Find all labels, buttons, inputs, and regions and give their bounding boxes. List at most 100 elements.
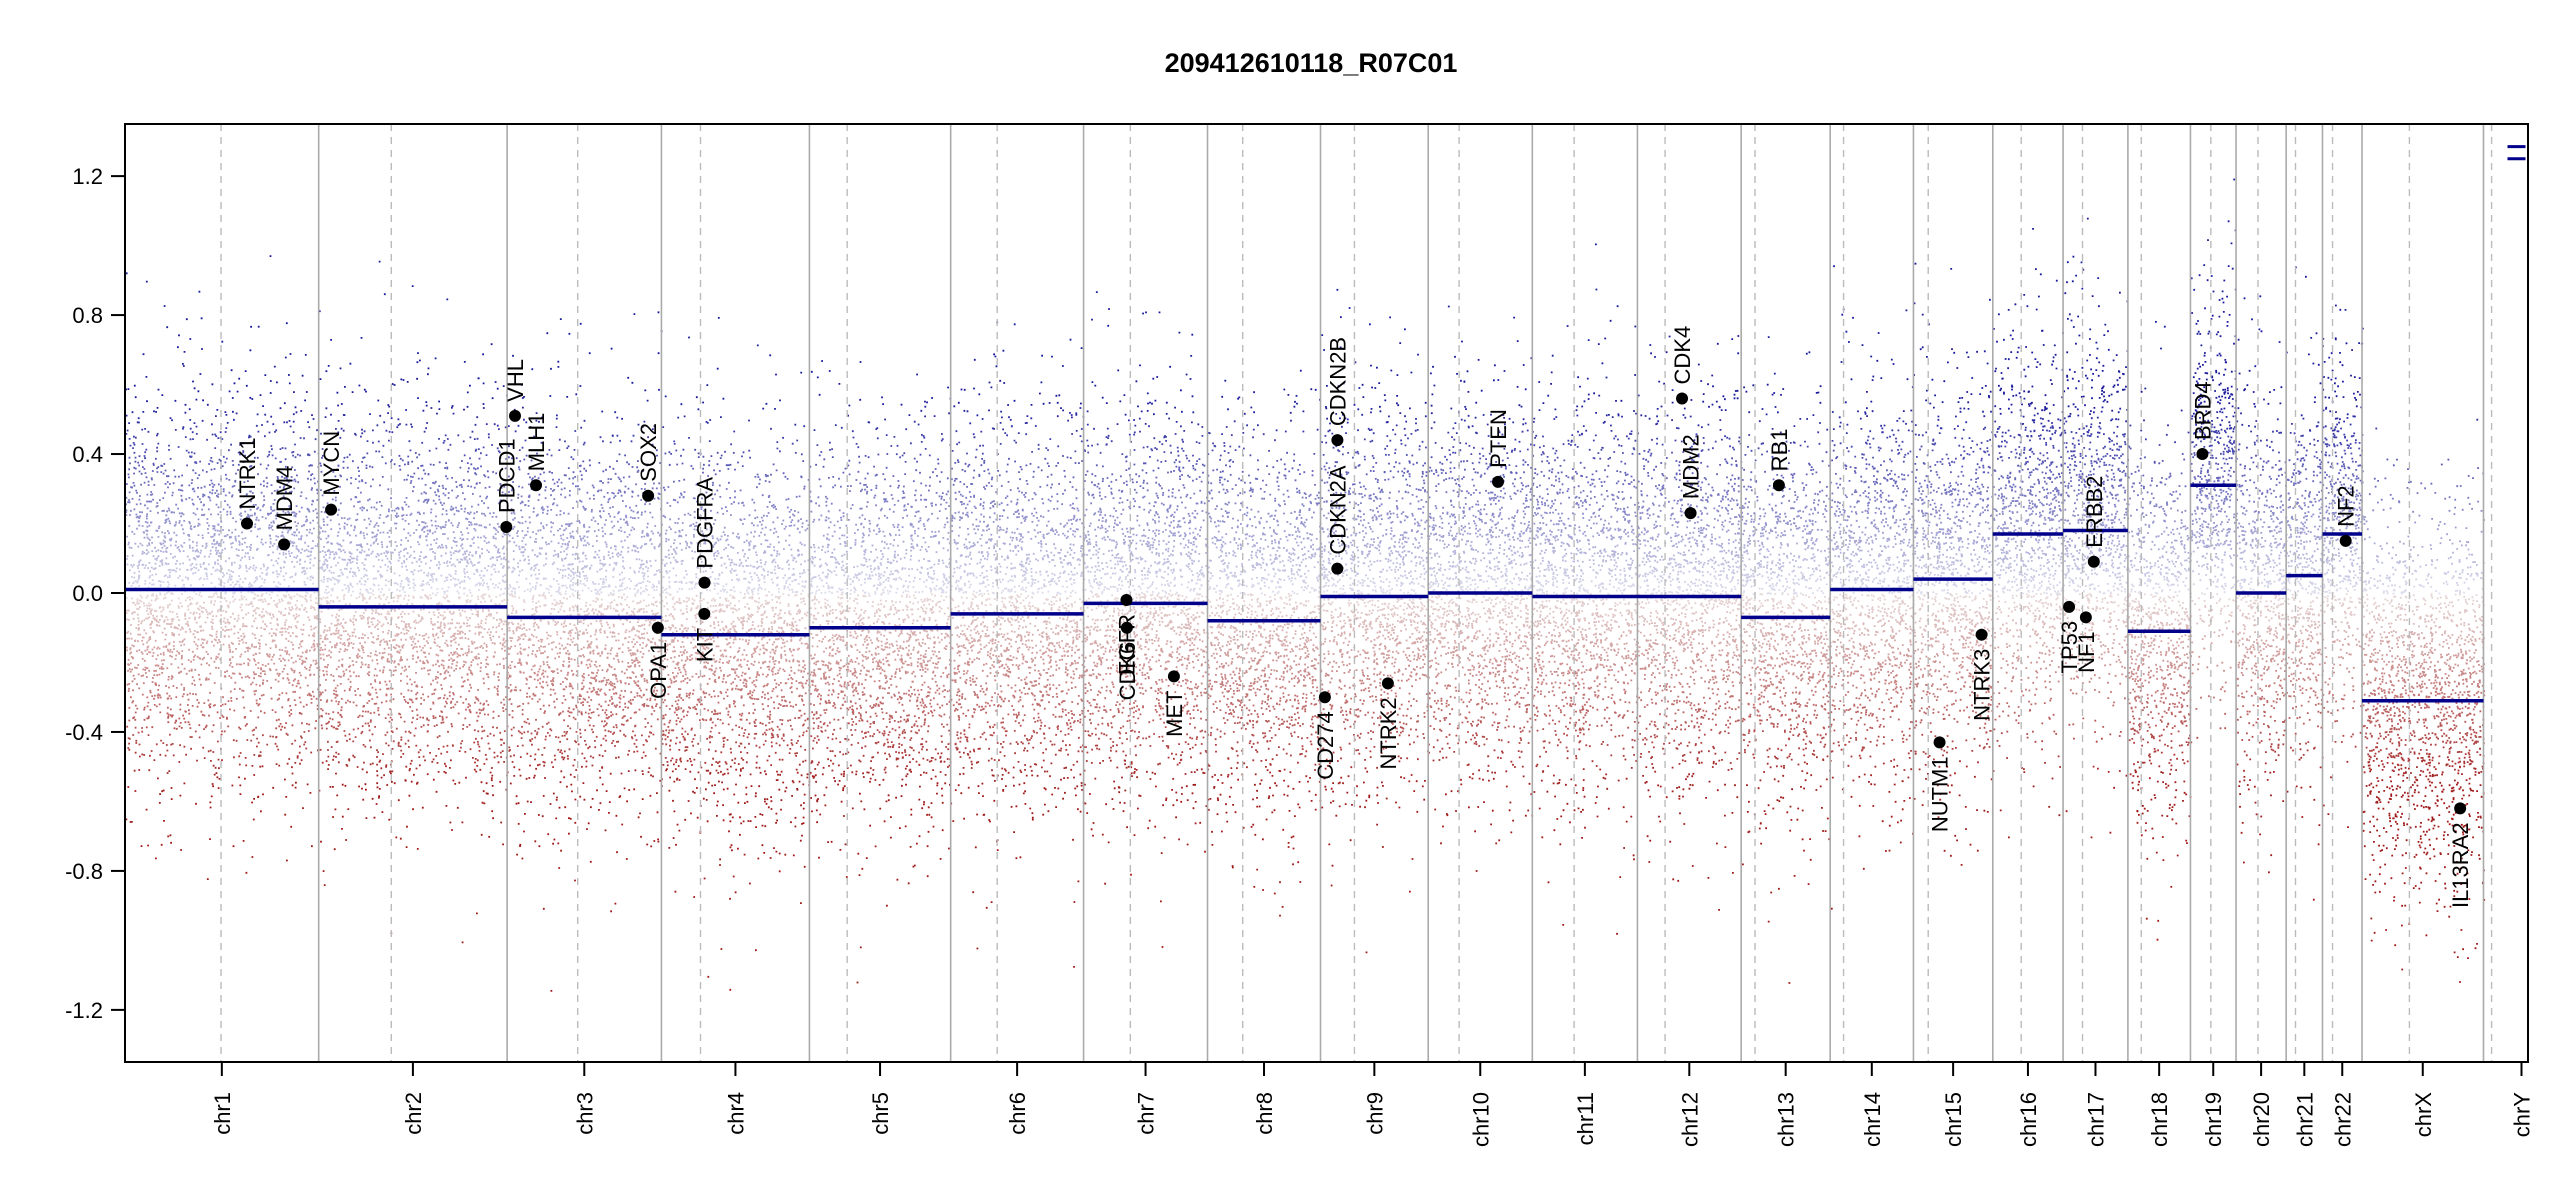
probe-points-350 [246, 722, 2399, 725]
x-tick-label-chr11: chr11 [1573, 1092, 1598, 1145]
probe-points-242 [151, 492, 2371, 496]
x-tick-label-chr19: chr19 [2201, 1092, 2226, 1147]
probe-points-66 [139, 633, 2470, 637]
probe-points-273 [151, 477, 2358, 481]
probe-points-146 [150, 622, 2470, 626]
probe-points-166 [291, 772, 2463, 776]
gene-marker-pten [1491, 475, 1504, 488]
probe-points-522 [1644, 415, 1647, 417]
probe-points-444 [307, 453, 2225, 456]
probe-points-497 [404, 779, 2456, 782]
probe-points-160 [137, 567, 2437, 570]
gene-marker-mlh1 [530, 479, 543, 492]
probe-points-376 [134, 586, 2379, 589]
y-tick-label: 1.2 [72, 164, 103, 189]
probe-points-235 [130, 564, 2427, 567]
plot-frame [124, 123, 2529, 1063]
probe-points-123 [160, 610, 2441, 613]
gene-label-mdm2: MDM2 [1679, 434, 1704, 499]
gene-label-opa1: OPA1 [646, 642, 671, 699]
probe-points-77 [261, 424, 2231, 427]
gene-label-met: MET [1162, 690, 1187, 736]
probe-points-52 [151, 549, 2356, 553]
probe-points-501 [378, 760, 2474, 763]
gene-label-il13ra2: IL13RA2 [2448, 822, 2473, 908]
probe-points-349 [234, 681, 2451, 684]
probe-points-234 [132, 481, 2423, 485]
x-tick-label-chr21: chr21 [2292, 1092, 2317, 1147]
probe-points-40 [130, 696, 2480, 699]
probe-points-507 [561, 752, 1910, 755]
probe-points-72 [218, 458, 2450, 461]
probe-points-layer [125, 178, 2486, 992]
gene-marker-cdkn2b [1331, 434, 1344, 447]
gene-marker-nutm1 [1933, 736, 1946, 749]
probe-points-480 [388, 405, 2256, 408]
probe-points-64 [271, 447, 2361, 451]
gene-marker-egfr [1120, 593, 1133, 606]
probe-points-204 [132, 674, 2463, 677]
probe-points-149 [273, 662, 2468, 665]
probe-points-391 [155, 558, 2461, 561]
probe-points-356 [178, 671, 2464, 674]
probe-points-303 [131, 597, 2470, 601]
probe-points-290 [133, 716, 2457, 719]
gene-marker-cd274 [1318, 691, 1331, 704]
gene-label-pdcd1: PDCD1 [494, 438, 519, 513]
probe-points-121 [182, 425, 2337, 429]
probe-points-359 [137, 731, 2478, 735]
probe-points-226 [133, 472, 2485, 475]
gene-marker-brd4 [2196, 448, 2209, 461]
gene-label-cdkn2b: CDKN2B [1325, 337, 1350, 426]
probe-points-433 [180, 484, 2221, 487]
probe-points-470 [329, 551, 2168, 554]
probe-points-319 [148, 715, 2452, 718]
probe-points-161 [138, 464, 2395, 467]
probe-points-175 [134, 542, 2454, 546]
probe-points-244 [133, 435, 2346, 439]
probe-points-92 [144, 582, 2449, 586]
probe-points-42 [152, 555, 2412, 558]
gene-marker-sox2 [642, 489, 655, 502]
probe-points-261 [214, 766, 2407, 770]
probe-points-252 [134, 638, 2484, 642]
probe-points-327 [193, 525, 2457, 529]
y-tick-label: 0.0 [72, 581, 103, 606]
probe-points-222 [143, 454, 2362, 458]
probe-points-142 [144, 450, 2318, 454]
probe-points-516 [969, 422, 2205, 425]
gene-marker-cdk4 [1676, 392, 1689, 405]
x-tick-label-chr10: chr10 [1468, 1092, 1493, 1147]
probe-points-36 [133, 451, 2337, 455]
probe-points-114 [147, 479, 2379, 483]
probe-points-289 [166, 712, 2472, 715]
probe-points-404 [125, 414, 2303, 417]
x-tick-label-chr18: chr18 [2147, 1092, 2172, 1147]
probe-points-473 [369, 412, 2195, 415]
gene-marker-ntrk3 [1975, 628, 1988, 641]
probe-points-210 [143, 481, 2337, 484]
probe-points-107 [138, 743, 2437, 747]
x-tick-label-chr20: chr20 [2249, 1092, 2274, 1147]
probe-points-455 [177, 445, 2336, 448]
probe-points-291 [153, 758, 2471, 762]
probe-points-500 [340, 402, 2282, 405]
y-tick-label: -1.2 [65, 998, 103, 1023]
probe-points-195 [189, 455, 2199, 459]
probe-points-292 [141, 693, 2470, 696]
probe-points-472 [473, 768, 2456, 771]
gene-marker-mycn [325, 503, 338, 516]
probe-points-483 [482, 403, 2075, 406]
probe-points-88 [136, 421, 2340, 424]
probe-points-441 [182, 427, 2378, 430]
probe-points-386 [188, 408, 2197, 412]
gene-label-sox2: SOX2 [636, 423, 661, 482]
probe-points-371 [166, 510, 2352, 513]
probe-points-508 [587, 747, 1985, 750]
probe-points-417 [230, 570, 2364, 573]
probe-points-301 [130, 650, 2463, 654]
probe-points-514 [953, 405, 2358, 408]
probe-points-279 [150, 477, 2474, 480]
probe-points-213 [126, 557, 2468, 560]
probe-points-419 [127, 746, 2452, 749]
